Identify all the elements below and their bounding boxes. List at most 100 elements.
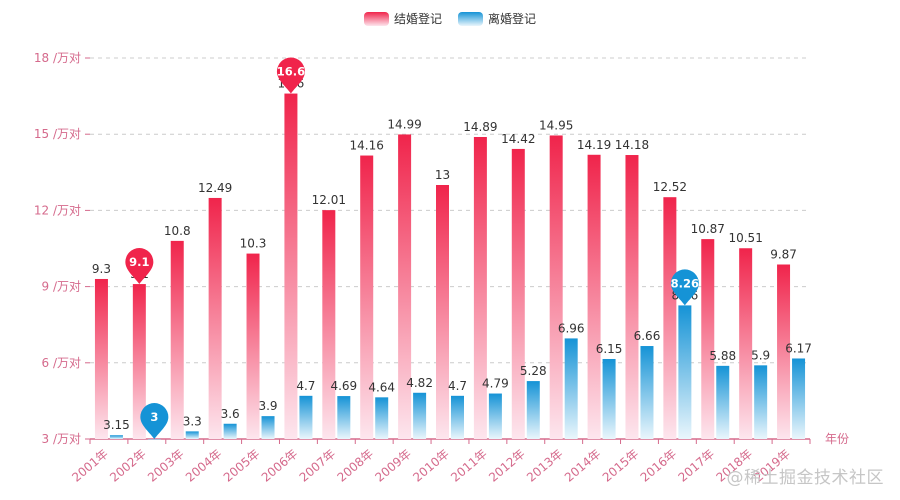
bar-marriage[interactable] — [436, 185, 449, 439]
min-marker-marriage — [125, 248, 154, 285]
data-label-divorce: 6.15 — [596, 342, 623, 356]
bar-divorce[interactable] — [451, 395, 464, 439]
y-tick-label: 6 /万对 — [42, 356, 82, 370]
data-label-divorce: 6.96 — [558, 321, 585, 335]
min-marker-divorce — [140, 403, 169, 439]
x-tick-label: 2016年 — [638, 447, 680, 485]
max-marker-divorce — [670, 269, 699, 306]
bar-marriage[interactable] — [587, 154, 601, 440]
bar-marriage[interactable] — [511, 148, 525, 439]
x-tick-label: 2006年 — [259, 447, 301, 485]
legend-swatch-marriage — [363, 11, 389, 26]
max-marker-marriage-label: 16.6 — [277, 65, 305, 79]
data-label-divorce: 4.79 — [482, 377, 509, 391]
bar-marriage[interactable] — [473, 136, 487, 439]
bar-marriage[interactable] — [170, 240, 184, 439]
bar-marriage[interactable] — [549, 135, 563, 439]
data-label-divorce: 3.3 — [183, 414, 202, 428]
bar-divorce[interactable] — [526, 381, 540, 439]
data-label-marriage: 10.8 — [164, 224, 191, 238]
bar-divorce[interactable] — [640, 346, 654, 439]
x-tick-label: 2015年 — [600, 447, 642, 485]
x-tick-label: 2013年 — [524, 447, 566, 485]
y-tick-label: 15 /万对 — [34, 127, 81, 141]
legend-swatch-divorce — [458, 11, 483, 26]
data-label-marriage: 14.89 — [463, 120, 497, 134]
data-label-marriage: 9.3 — [92, 262, 111, 276]
bar-divorce[interactable] — [488, 393, 502, 439]
data-label-divorce: 3.6 — [221, 407, 240, 421]
bar-divorce[interactable] — [413, 392, 427, 439]
x-tick-label: 2001年 — [69, 447, 111, 485]
max-marker-marriage — [276, 57, 305, 94]
bar-marriage[interactable] — [398, 134, 412, 440]
data-label-marriage: 9.87 — [770, 248, 797, 262]
data-label-marriage: 14.42 — [501, 132, 535, 146]
bar-divorce[interactable] — [147, 439, 161, 440]
data-label-marriage: 10.3 — [240, 237, 267, 251]
bar-divorce[interactable] — [375, 397, 389, 439]
data-label-divorce: 3.9 — [258, 399, 277, 413]
x-tick-label: 2002年 — [107, 447, 149, 485]
data-label-marriage: 12.01 — [312, 193, 346, 207]
bar-marriage[interactable] — [777, 264, 791, 439]
bar-divorce[interactable] — [223, 423, 237, 439]
y-tick-label: 18 /万对 — [34, 51, 81, 65]
bar-marriage[interactable] — [739, 248, 753, 439]
bar-marriage[interactable] — [246, 253, 260, 439]
bar-marriage[interactable] — [625, 155, 639, 439]
bar-divorce[interactable] — [678, 305, 692, 439]
x-tick-label: 2005年 — [221, 447, 263, 485]
x-tick-label: 2008年 — [335, 447, 377, 485]
data-label-marriage: 14.95 — [539, 118, 573, 132]
bar-divorce[interactable] — [792, 358, 806, 439]
bar-marriage[interactable] — [208, 197, 222, 439]
bar-marriage[interactable] — [701, 239, 715, 439]
x-tick-label: 2009年 — [372, 447, 414, 485]
bar-divorce[interactable] — [602, 358, 616, 439]
legend-item-marriage[interactable]: 结婚登记 — [363, 10, 442, 27]
x-tick-label: 2011年 — [448, 447, 490, 485]
bar-divorce[interactable] — [299, 395, 313, 439]
data-label-marriage: 14.19 — [577, 138, 611, 152]
watermark: @稀土掘金技术社区 — [726, 468, 884, 488]
bar-divorce[interactable] — [261, 416, 275, 439]
data-label-divorce: 4.7 — [448, 379, 467, 393]
data-label-divorce: 3.15 — [103, 418, 130, 432]
bar-marriage[interactable] — [284, 93, 298, 439]
data-label-divorce: 4.69 — [330, 379, 357, 393]
bar-marriage[interactable] — [663, 197, 677, 439]
bar-divorce[interactable] — [109, 435, 123, 439]
bar-marriage[interactable] — [132, 284, 146, 439]
data-label-marriage: 14.18 — [615, 138, 649, 152]
bar-divorce[interactable] — [185, 431, 199, 439]
data-label-divorce: 6.66 — [634, 329, 661, 343]
x-tick-label: 2012年 — [486, 447, 528, 485]
bar-marriage[interactable] — [322, 210, 336, 439]
data-label-divorce: 5.28 — [520, 364, 547, 378]
bar-divorce[interactable] — [754, 365, 768, 439]
bar-marriage[interactable] — [360, 155, 374, 439]
data-label-divorce: 4.7 — [296, 379, 315, 393]
data-label-divorce: 5.9 — [751, 348, 770, 362]
x-tick-label: 2017年 — [676, 447, 718, 485]
bar-divorce[interactable] — [337, 396, 351, 439]
bar-divorce[interactable] — [564, 338, 578, 439]
data-label-marriage: 10.51 — [728, 231, 762, 245]
bar-divorce[interactable] — [716, 365, 730, 439]
legend-item-divorce[interactable]: 离婚登记 — [458, 10, 536, 27]
x-tick-label: 2003年 — [145, 447, 187, 485]
data-label-divorce: 4.64 — [368, 380, 395, 394]
x-axis-label: 年份 — [825, 432, 849, 446]
data-label-marriage: 13 — [435, 168, 450, 182]
data-label-divorce: 4.82 — [406, 376, 433, 390]
data-label-marriage: 14.16 — [350, 139, 384, 153]
data-label-divorce: 6.17 — [785, 341, 812, 355]
y-tick-label: 12 /万对 — [34, 203, 81, 217]
max-marker-divorce-label: 8.26 — [671, 276, 699, 290]
bar-marriage[interactable] — [94, 278, 108, 439]
legend: 结婚登记 离婚登记 — [0, 10, 900, 27]
legend-label-divorce: 离婚登记 — [488, 12, 537, 26]
